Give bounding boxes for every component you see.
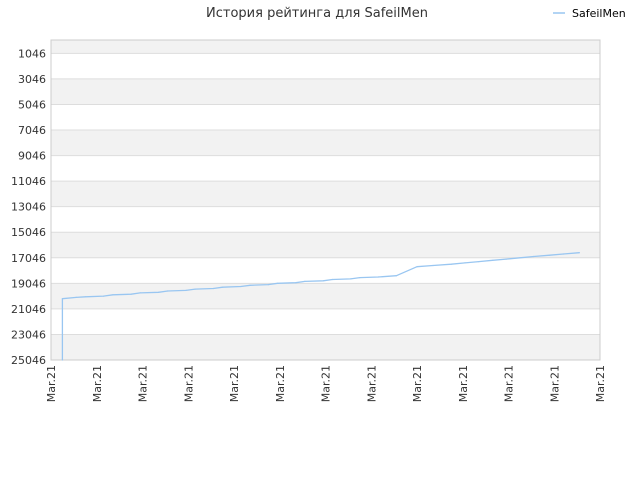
x-tick-label: Mar.21 [45,365,58,402]
x-tick-label: Mar.21 [320,365,333,402]
data-point [222,286,224,288]
x-tick-label: Mar.21 [274,365,287,402]
data-point [249,284,251,286]
plot-band [51,232,600,258]
legend-label: SafeilMen [572,7,626,20]
data-point [61,298,64,300]
x-tick-label: Mar.21 [228,365,241,402]
data-point [350,278,352,280]
x-tick-label: Mar.21 [503,365,516,402]
plot-band [51,206,600,233]
data-point [432,264,434,267]
plot-bands [51,40,600,360]
data-point [240,285,242,288]
y-tick-label: 23046 [11,328,46,341]
series-layer [61,252,581,361]
data-point [549,254,551,256]
legend: SafeilMen [553,7,626,20]
data-point [61,359,64,361]
data-point [359,277,361,279]
y-tick-label: 3046 [18,73,46,86]
data-point [295,282,297,284]
plot-band [51,308,600,335]
plot-band [51,181,600,207]
plot-band [51,104,600,131]
x-tick-label: Mar.21 [548,365,561,402]
data-point [103,295,105,297]
data-point [139,292,141,294]
x-tick-label: Mar.21 [411,365,424,402]
data-point [194,288,196,290]
data-point [533,255,535,258]
data-point [84,296,86,298]
data-point [464,262,466,264]
y-tick-label: 13046 [11,201,46,214]
data-point [304,280,306,282]
data-point [416,266,418,268]
y-tick-label: 1046 [18,47,46,60]
data-point [395,275,397,277]
data-point [505,258,507,260]
data-point [212,287,214,290]
data-point [267,284,269,286]
data-point [578,252,581,254]
data-point [562,253,565,255]
data-point [112,294,114,296]
data-point [491,259,494,261]
plot-band [51,257,600,284]
data-point [130,293,132,295]
chart-title: История рейтинга для SafeilMen [206,6,428,21]
y-tick-label: 5046 [18,98,46,111]
data-point [377,276,379,278]
data-point [478,261,480,263]
plot-band [51,155,600,182]
data-point [75,296,77,298]
data-point [157,291,160,293]
plot-band [51,334,600,360]
x-tick-label: Mar.21 [457,365,470,402]
data-point [450,263,452,265]
y-tick-label: 15046 [11,226,46,239]
y-tick-label: 17046 [11,252,46,265]
plot-frame [50,39,601,361]
data-point [276,282,279,284]
x-tick-label: Mar.21 [594,365,607,402]
x-tick-label: Mar.21 [182,365,195,402]
y-tick-label: 11046 [11,175,46,188]
y-tick-label: 21046 [11,303,46,316]
data-point [185,289,187,291]
data-point [167,290,169,292]
y-tick-label: 25046 [11,354,46,367]
plot-band [51,283,600,309]
x-tick-label: Mar.21 [137,365,150,402]
y-tick-label: 9046 [18,150,46,163]
plot-band [51,130,600,156]
y-axis-ticks: 1046 3046 5046 7046 9046 11046 13046 15046 17046… [11,47,46,367]
data-point [519,257,521,259]
y-tick-label: 7046 [18,124,46,137]
y-tick-label: 19046 [11,277,46,290]
x-tick-label: Mar.21 [365,365,378,402]
plot-band [51,78,600,105]
plot-band [51,53,600,79]
x-tick-label: Mar.21 [91,365,104,402]
plot-band [51,40,600,54]
data-point [322,280,324,282]
x-axis-ticks: Mar.21 Mar.21 Mar.21 Mar.21 Mar.21 Mar.21 Mar.… [45,365,607,402]
series-line [61,252,580,360]
data-point [331,278,333,281]
